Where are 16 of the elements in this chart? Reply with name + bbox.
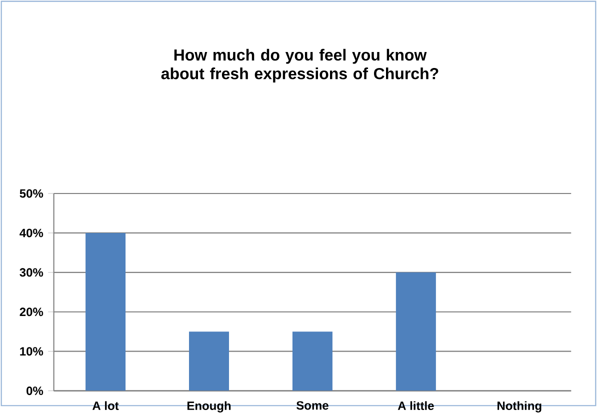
y-tick-label: 50% [20, 189, 44, 198]
x-tick-label: Some [296, 401, 328, 410]
y-tick-label: 20% [20, 308, 44, 316]
x-tick-label: Nothing [498, 401, 542, 412]
bar [396, 272, 436, 391]
chart-title: How much do you feel you know about fresh expressions of Church? [161, 48, 438, 82]
x-tick-label: A little [398, 401, 434, 410]
x-tick-label: Enough [187, 401, 231, 412]
bar [292, 332, 332, 391]
bar [86, 233, 126, 391]
bar [189, 332, 229, 391]
x-tick-label: A lot [92, 401, 119, 410]
y-tick-label: 40% [20, 228, 44, 238]
y-tick-label: 0% [26, 386, 44, 396]
y-tick-label: 30% [20, 268, 44, 277]
y-tick-label: 10% [20, 347, 44, 356]
